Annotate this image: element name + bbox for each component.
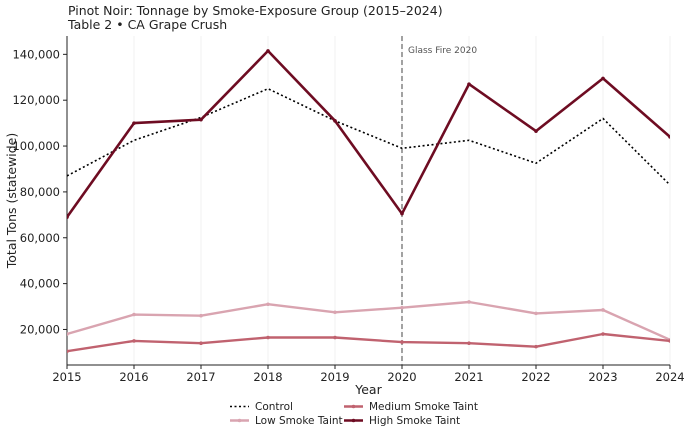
legend-marker-high-smoke-taint: [351, 418, 356, 423]
x-axis-label: Year: [354, 382, 382, 397]
data-point-high-smoke-taint: [668, 135, 670, 139]
data-point-high-smoke-taint: [400, 211, 404, 216]
data-point-low-smoke-taint: [266, 302, 270, 307]
data-point-medium-smoke-taint: [668, 339, 670, 343]
legend: Control Low Smoke Taint Medium Smoke Taint…: [230, 401, 478, 427]
series-high-smoke-taint: [67, 49, 670, 219]
data-point-high-smoke-taint: [266, 49, 270, 53]
data-point-high-smoke-taint: [601, 76, 605, 81]
data-point-medium-smoke-taint: [534, 344, 538, 349]
y-axis-label: Total Tons (statewide): [4, 133, 19, 269]
data-point-high-smoke-taint: [67, 215, 69, 219]
x-tick-label: 2015: [52, 370, 81, 384]
y-tick-label: 100,000: [12, 139, 60, 153]
x-tick-label: 2020: [387, 370, 416, 384]
y-tick-label: 140,000: [12, 47, 60, 61]
annotation-label: Glass Fire 2020: [408, 46, 477, 56]
x-tick-label: 2018: [253, 370, 282, 384]
data-point-medium-smoke-taint: [199, 341, 203, 346]
y-tick-label: 60,000: [20, 231, 60, 245]
data-point-medium-smoke-taint: [400, 340, 404, 344]
data-point-medium-smoke-taint: [467, 341, 471, 346]
data-point-low-smoke-taint: [199, 313, 203, 318]
data-point-low-smoke-taint: [534, 311, 538, 316]
y-tick-label: 20,000: [20, 322, 60, 336]
x-tick-label: 2024: [655, 370, 684, 384]
y-tick-label: 40,000: [20, 277, 60, 291]
series-line-low-smoke-taint: [67, 300, 670, 341]
title-block: Pinot Noir: Tonnage by Smoke-Exposure Gr…: [68, 4, 443, 32]
data-point-low-smoke-taint: [333, 310, 337, 315]
legend-marker-low-smoke-taint: [237, 418, 242, 423]
data-point-high-smoke-taint: [132, 121, 136, 125]
data-point-low-smoke-taint: [132, 312, 136, 317]
series-line-high-smoke-taint: [67, 49, 670, 218]
chart-subtitle: Table 2 • CA Grape Crush: [68, 17, 228, 32]
data-point-low-smoke-taint: [601, 308, 605, 312]
series-medium-smoke-taint: [67, 332, 670, 354]
data-point-medium-smoke-taint: [333, 335, 337, 340]
x-tick-label: 2019: [320, 370, 349, 384]
legend-label-medium-smoke-taint: Medium Smoke Taint: [369, 401, 478, 413]
data-point-high-smoke-taint: [534, 129, 538, 133]
legend-label-control: Control: [255, 401, 293, 413]
data-point-low-smoke-taint: [467, 300, 471, 304]
legend-label-low-smoke-taint: Low Smoke Taint: [255, 415, 343, 427]
data-point-medium-smoke-taint: [132, 339, 136, 343]
y-tick-label: 120,000: [12, 93, 60, 107]
x-tick-label: 2023: [588, 370, 617, 384]
data-point-high-smoke-taint: [467, 82, 471, 86]
data-point-medium-smoke-taint: [67, 349, 69, 354]
data-point-medium-smoke-taint: [266, 335, 270, 340]
legend-marker-medium-smoke-taint: [351, 404, 356, 409]
x-tick-label: 2021: [454, 370, 483, 384]
data-point-low-smoke-taint: [67, 332, 69, 336]
y-tick-label: 80,000: [20, 185, 60, 199]
x-tick-label: 2016: [119, 370, 148, 384]
data-point-low-smoke-taint: [400, 305, 404, 310]
series-control: [67, 87, 670, 186]
x-tick-label: 2022: [521, 370, 550, 384]
series-low-smoke-taint: [67, 300, 670, 342]
data-point-medium-smoke-taint: [601, 332, 605, 336]
data-point-high-smoke-taint: [333, 119, 337, 123]
data-point-high-smoke-taint: [199, 117, 203, 122]
series-line-medium-smoke-taint: [67, 332, 670, 353]
legend-label-high-smoke-taint: High Smoke Taint: [369, 415, 460, 427]
series-line-control: [67, 87, 670, 186]
chart-title: Pinot Noir: Tonnage by Smoke-Exposure Gr…: [68, 3, 443, 18]
x-tick-label: 2017: [186, 370, 215, 384]
